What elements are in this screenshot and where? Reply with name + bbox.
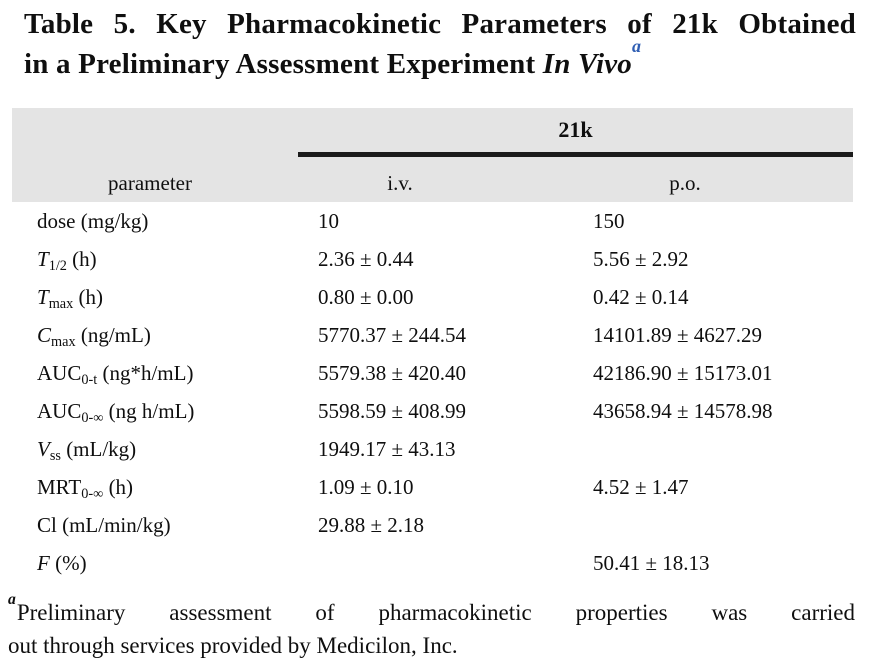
footnote-marker: a [8,591,16,609]
po-value-cell: 4.52 ± 1.47 [593,475,689,499]
po-value-cell: 14101.89 ± 4627.29 [593,323,763,347]
table-row: Vss (mL/kg) 1949.17 ± 43.13 [12,430,853,468]
param-cell: F (%) [37,551,87,575]
iv-value-cell: 5579.38 ± 420.40 [318,361,467,385]
table-row: Cl (mL/min/kg) 29.88 ± 2.18 [12,506,853,544]
param-cell: Vss (mL/kg) [37,437,137,464]
title-line-1: Table 5. Key Pharmacokinetic Parameters … [24,8,856,40]
iv-value-cell: 1.09 ± 0.10 [318,475,414,499]
po-value-cell: 50.41 ± 18.13 [593,551,710,575]
po-value-cell: 150 [593,209,625,233]
table-row: Cmax (ng/mL) 5770.37 ± 244.54 14101.89 ± 4… [12,316,853,354]
footnote-line-2: out through services provided by Medicil… [8,633,458,658]
po-value-cell: 5.56 ± 2.92 [593,247,689,271]
iv-value-cell: 5598.59 ± 408.99 [318,399,467,423]
footnote-line-1-text: Preliminary assessment of pharmacokineti… [16,600,855,625]
iv-value-cell: 29.88 ± 2.18 [318,513,425,537]
po-value-cell: 42186.90 ± 15173.01 [593,361,773,385]
footnote: aPreliminary assessment of pharmacokinet… [8,592,855,662]
title-italic-in-vivo: In Vivo [542,48,633,80]
group-header-rule [298,152,853,157]
param-cell: MRT0-∞ (h) [37,475,134,502]
param-cell: Tmax (h) [37,285,103,312]
title-line-2-text: in a Preliminary Assessment Experiment [24,48,543,80]
table-header-band: 21k parameter i.v. p.o. [12,108,853,202]
footnote-line-1: aPreliminary assessment of pharmacokinet… [8,592,855,629]
col-header-iv: i.v. [387,171,413,195]
title-footnote-marker: a [632,36,642,57]
group-header-21k: 21k [558,117,593,142]
table-row: MRT0-∞ (h) 1.09 ± 0.10 4.52 ± 1.47 [12,468,853,506]
iv-value-cell: 10 [318,209,339,233]
po-value-cell: 43658.94 ± 14578.98 [593,399,773,423]
table-body: dose (mg/kg) 10 150 T1/2 (h) 2.36 ± 0.44 5.56… [12,202,853,582]
table-row: dose (mg/kg) 10 150 [12,202,853,240]
col-header-parameter: parameter [108,171,192,195]
table-row: Tmax (h) 0.80 ± 0.00 0.42 ± 0.14 [12,278,853,316]
param-cell: dose (mg/kg) [37,209,149,233]
table-row: F (%) 50.41 ± 18.13 [12,544,853,582]
table-row: T1/2 (h) 2.36 ± 0.44 5.56 ± 2.92 [12,240,853,278]
param-cell: AUC0-t (ng*h/mL) [37,361,194,388]
param-cell: AUC0-∞ (ng h/mL) [37,399,195,426]
po-value-cell: 0.42 ± 0.14 [593,285,689,309]
title-line-2: in a Preliminary Assessment Experiment I… [24,37,856,84]
iv-value-cell: 1949.17 ± 43.13 [318,437,456,461]
iv-value-cell: 2.36 ± 0.44 [318,247,414,271]
table-title: Table 5. Key Pharmacokinetic Parameters … [24,4,856,84]
table-row: AUC0-∞ (ng h/mL) 5598.59 ± 408.99 43658.94… [12,392,853,430]
param-cell: Cmax (ng/mL) [37,323,151,350]
iv-value-cell: 0.80 ± 0.00 [318,285,414,309]
param-cell: Cl (mL/min/kg) [37,513,171,537]
table-row: AUC0-t (ng*h/mL) 5579.38 ± 420.40 42186.90… [12,354,853,392]
iv-value-cell: 5770.37 ± 244.54 [318,323,467,347]
param-cell: T1/2 (h) [37,247,97,274]
col-header-po: p.o. [669,171,701,195]
